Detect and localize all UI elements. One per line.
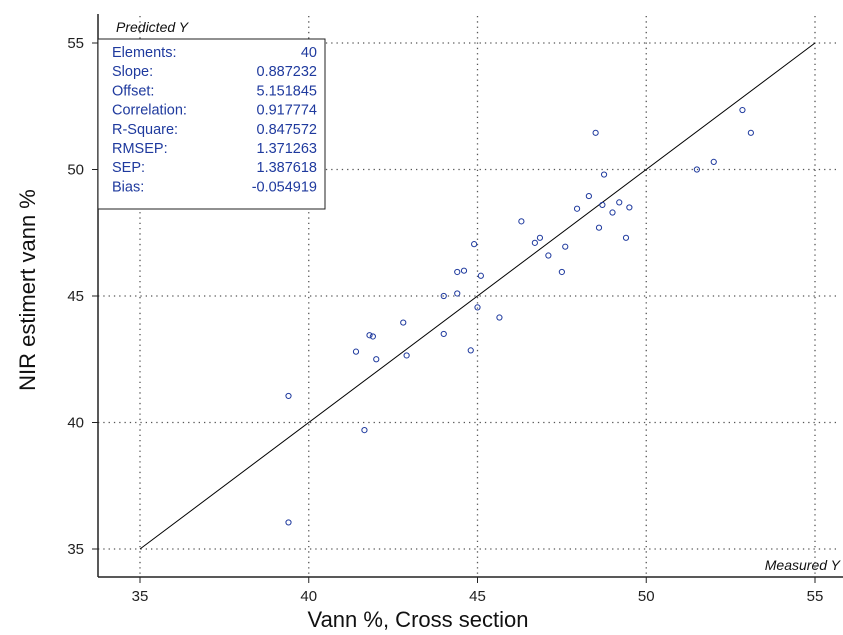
data-point	[285, 392, 292, 400]
data-point	[496, 314, 503, 321]
regression-line	[139, 42, 816, 550]
data-point	[477, 272, 484, 279]
x-tick-label: 55	[807, 588, 824, 605]
x-tick-label: 40	[300, 588, 317, 605]
stat-value: 1.371263	[257, 141, 317, 157]
data-point	[739, 106, 746, 114]
y-tick-label: 55	[67, 35, 84, 52]
stat-label: Bias:	[112, 179, 144, 195]
stat-value: -0.054919	[252, 179, 317, 195]
predicted-y-label: Predicted Y	[116, 19, 190, 35]
data-point	[471, 241, 478, 248]
x-tick-label: 50	[638, 588, 655, 605]
data-point	[626, 204, 633, 211]
x-tick-label: 45	[469, 588, 486, 605]
data-point	[440, 292, 447, 300]
data-point	[747, 129, 754, 136]
stat-value: 40	[301, 45, 317, 61]
stats-box: Elements: 40 Slope: 0.887232 Offset: 5.151845…	[97, 38, 326, 210]
stat-label: SEP:	[112, 160, 145, 176]
data-point	[622, 234, 630, 241]
data-point	[454, 290, 461, 297]
data-point	[585, 192, 592, 200]
data-point	[693, 166, 700, 173]
data-point	[454, 268, 461, 276]
data-point	[518, 218, 525, 225]
data-point	[573, 205, 581, 212]
stat-label: Offset:	[112, 83, 154, 99]
data-point	[545, 252, 552, 259]
data-point	[373, 356, 380, 363]
data-point	[558, 268, 565, 276]
data-point	[467, 347, 474, 354]
data-point	[595, 224, 603, 231]
stat-label: RMSEP:	[112, 141, 168, 157]
data-point	[366, 332, 373, 339]
data-point	[531, 239, 538, 246]
data-point	[285, 519, 292, 526]
stat-label: Correlation:	[112, 103, 187, 119]
stat-value: 0.847572	[257, 122, 317, 138]
stat-value: 1.387618	[257, 160, 317, 176]
data-point	[474, 304, 481, 311]
y-tick-labels: 35 40 45 50 55	[67, 35, 98, 558]
data-point	[352, 348, 360, 355]
grid-lines	[98, 16, 840, 577]
y-tick-label: 50	[67, 162, 84, 179]
y-tick-label: 35	[67, 541, 84, 558]
data-point	[369, 333, 376, 340]
data-point	[599, 201, 606, 209]
data-point	[600, 171, 608, 178]
data-point	[440, 330, 447, 338]
data-point	[403, 352, 410, 359]
data-point	[536, 234, 544, 241]
measured-y-label: Measured Y	[765, 557, 842, 573]
y-tick-label: 45	[67, 288, 84, 305]
stat-value: 0.887232	[257, 64, 317, 80]
data-point	[460, 267, 468, 274]
y-tick-label: 40	[67, 415, 84, 432]
stat-label: Elements:	[112, 45, 176, 61]
data-point	[361, 426, 368, 434]
data-point	[562, 243, 569, 250]
y-axis-title: NIR estimert vann %	[15, 189, 40, 391]
stat-label: R-Square:	[112, 122, 178, 138]
data-points	[285, 106, 754, 526]
x-tick-label: 35	[132, 588, 149, 605]
data-point	[710, 158, 717, 166]
stat-label: Slope:	[112, 64, 153, 80]
x-tick-labels: 35 40 45 50 55	[132, 577, 824, 605]
data-point	[616, 199, 623, 206]
data-point	[400, 319, 407, 326]
stat-value: 5.151845	[257, 83, 317, 99]
data-point	[609, 209, 616, 216]
data-point	[592, 129, 599, 136]
stat-value: 0.917774	[257, 103, 317, 119]
stats-box-frame	[97, 38, 326, 210]
x-axis-title: Vann %, Cross section	[308, 607, 529, 632]
